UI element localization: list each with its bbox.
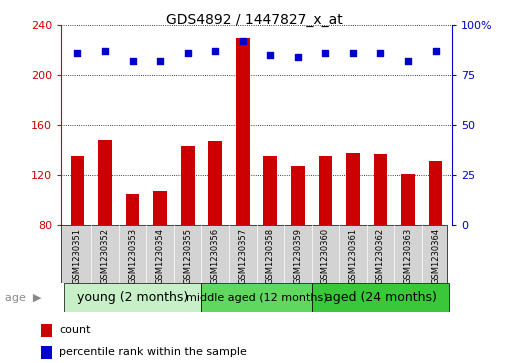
- Bar: [373, 154, 388, 325]
- Text: GSM1230352: GSM1230352: [101, 228, 110, 284]
- Point: [101, 48, 109, 54]
- Bar: [98, 140, 112, 325]
- Point: [129, 58, 137, 64]
- Bar: [153, 191, 167, 325]
- Text: GSM1230362: GSM1230362: [376, 228, 385, 284]
- Bar: [125, 194, 140, 325]
- Bar: [71, 156, 84, 325]
- Text: GSM1230353: GSM1230353: [128, 228, 137, 284]
- Text: GDS4892 / 1447827_x_at: GDS4892 / 1447827_x_at: [166, 13, 342, 27]
- Text: percentile rank within the sample: percentile rank within the sample: [59, 347, 247, 357]
- Bar: [64, 283, 202, 312]
- Bar: [181, 146, 195, 325]
- Bar: [346, 153, 360, 325]
- Text: middle aged (12 months): middle aged (12 months): [186, 293, 327, 303]
- Point: [376, 50, 385, 56]
- Point: [294, 54, 302, 60]
- Point: [211, 48, 219, 54]
- Bar: [264, 156, 277, 325]
- Text: GSM1230351: GSM1230351: [73, 228, 82, 284]
- Text: GSM1230363: GSM1230363: [403, 228, 412, 284]
- Bar: [319, 156, 332, 325]
- Point: [322, 50, 330, 56]
- Text: GSM1230360: GSM1230360: [321, 228, 330, 284]
- Bar: [202, 283, 311, 312]
- Text: GSM1230356: GSM1230356: [211, 228, 220, 284]
- Point: [266, 52, 274, 58]
- Text: age  ▶: age ▶: [5, 293, 42, 303]
- Bar: [208, 142, 222, 325]
- Text: GSM1230361: GSM1230361: [348, 228, 358, 284]
- Text: GSM1230354: GSM1230354: [155, 228, 165, 284]
- Point: [74, 50, 82, 56]
- Bar: [291, 166, 305, 325]
- Text: GSM1230359: GSM1230359: [293, 228, 302, 284]
- Point: [156, 58, 164, 64]
- Text: aged (24 months): aged (24 months): [325, 291, 436, 304]
- Point: [431, 48, 439, 54]
- Text: GSM1230355: GSM1230355: [183, 228, 192, 284]
- Text: GSM1230358: GSM1230358: [266, 228, 275, 284]
- Text: young (2 months): young (2 months): [77, 291, 188, 304]
- Bar: [429, 162, 442, 325]
- Bar: [41, 324, 52, 337]
- Point: [349, 50, 357, 56]
- Point: [239, 38, 247, 44]
- Text: GSM1230357: GSM1230357: [238, 228, 247, 284]
- Bar: [41, 346, 52, 359]
- Bar: [311, 283, 450, 312]
- Bar: [401, 174, 415, 325]
- Point: [183, 50, 192, 56]
- Bar: [236, 38, 249, 325]
- Point: [404, 58, 412, 64]
- Text: GSM1230364: GSM1230364: [431, 228, 440, 284]
- Text: count: count: [59, 325, 90, 335]
